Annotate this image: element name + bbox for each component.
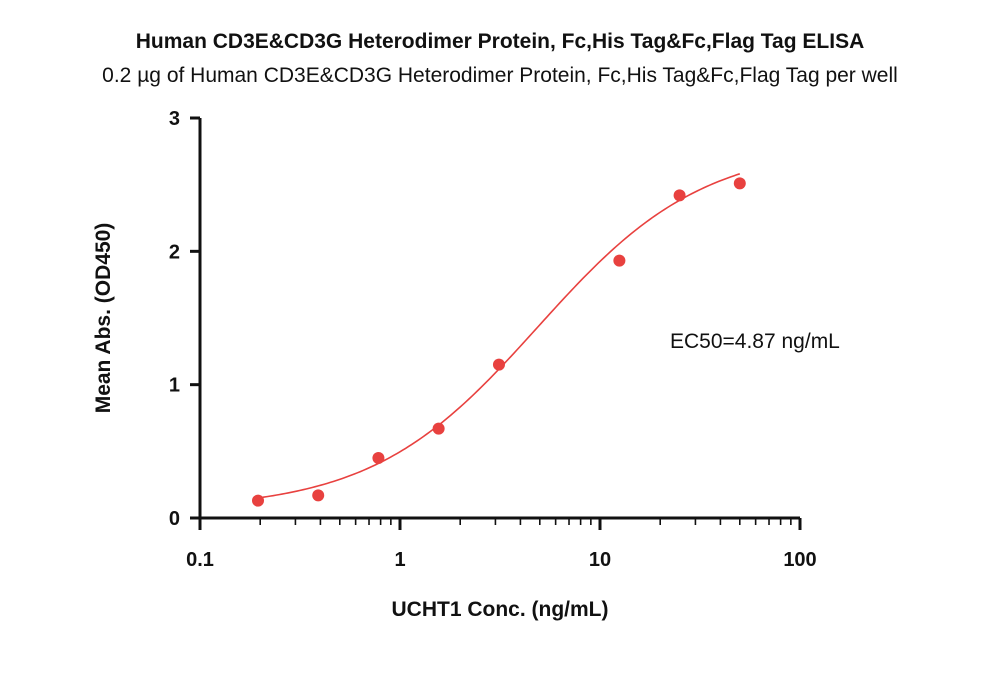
axes-layer <box>198 118 800 520</box>
x-tick-label: 100 <box>783 549 816 571</box>
y-tick-label: 0 <box>169 508 180 530</box>
chart-subtitle: 0.2 µg of Human CD3E&CD3G Heterodimer Pr… <box>102 64 898 87</box>
chart-title: Human CD3E&CD3G Heterodimer Protein, Fc,… <box>135 30 865 53</box>
data-point <box>613 254 626 267</box>
data-point <box>492 358 505 371</box>
fit-curve <box>257 173 741 499</box>
data-point <box>432 422 445 435</box>
data-point <box>312 489 325 502</box>
ticks-layer: 0 1 2 3 0.1 1 10 100 <box>169 108 817 571</box>
y-axis-label: Mean Abs. (OD450) <box>92 223 115 414</box>
x-axis-label: UCHT1 Conc. (ng/mL) <box>392 598 609 621</box>
fit-layer <box>257 173 741 499</box>
ec50-annotation: EC50=4.87 ng/mL <box>670 330 840 353</box>
points-layer <box>252 177 746 507</box>
x-tick-label: 0.1 <box>186 549 214 571</box>
data-point <box>673 189 686 202</box>
y-tick-label: 1 <box>169 375 180 397</box>
data-point <box>372 452 385 464</box>
x-tick-label: 10 <box>589 549 611 571</box>
x-tick-label: 1 <box>394 549 405 571</box>
y-tick-label: 3 <box>169 108 180 130</box>
y-tick-label: 2 <box>169 241 180 263</box>
data-point <box>252 494 265 507</box>
data-point <box>733 177 746 190</box>
